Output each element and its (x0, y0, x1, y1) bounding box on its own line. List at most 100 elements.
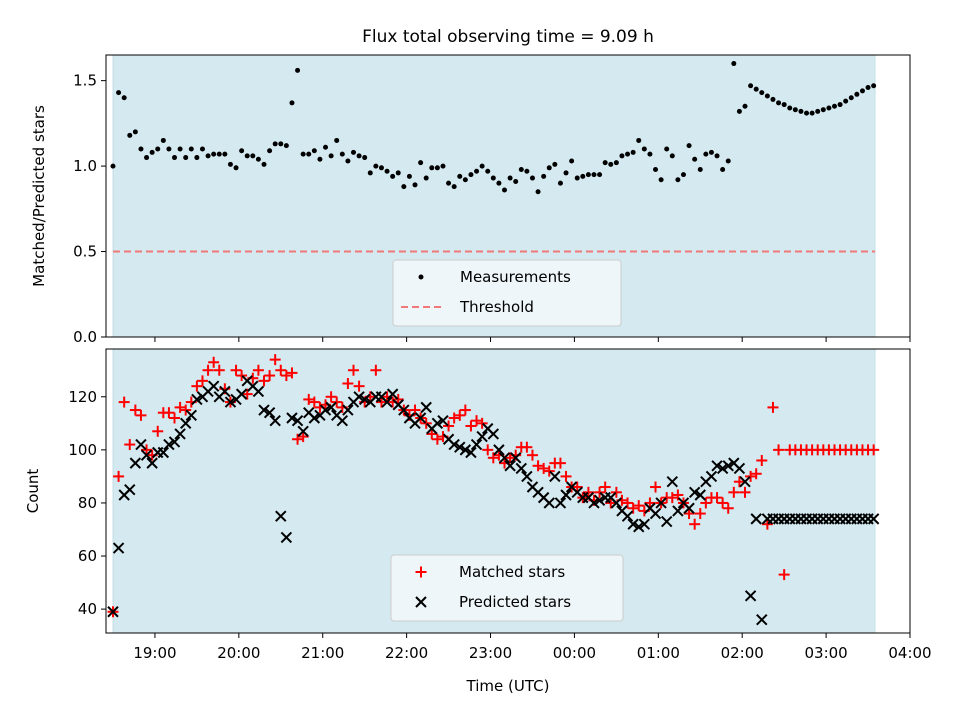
predicted-star-point-b (375, 391, 388, 403)
measurement-point (283, 143, 289, 149)
predicted-star-point-b (711, 460, 723, 472)
predicted-star-point-b (571, 486, 583, 499)
measurement-point (871, 83, 877, 89)
measurement-point (669, 153, 675, 159)
predicted-star-point (280, 531, 293, 544)
measurement-point (619, 153, 625, 159)
matched-star-point (633, 500, 645, 512)
legend-matched-plus (415, 566, 427, 578)
predicted-star-point-b (219, 385, 231, 398)
predicted-star-point-b (560, 489, 572, 501)
predicted-star-point-b (258, 404, 270, 416)
measurement-point (580, 173, 586, 179)
predicted-star-point-b (386, 388, 399, 400)
predicted-star-point (621, 510, 634, 522)
predicted-star-point-b (521, 470, 533, 483)
legend-matched-label: Matched stars (459, 563, 565, 581)
measurement-point (787, 105, 793, 111)
predicted-star-point-b (140, 449, 153, 461)
measurement-point (339, 151, 345, 157)
x-axis-label: Time (UTC) (466, 677, 550, 695)
measurement-point (647, 151, 653, 157)
matched-star-point (694, 508, 706, 520)
count-y-tick-label: 80 (78, 494, 97, 512)
matched-star-point (868, 444, 880, 456)
measurement-point (451, 184, 457, 190)
predicted-star-point (593, 494, 606, 506)
measurement-point (630, 149, 636, 155)
measurement-point (502, 187, 508, 193)
matched-star-point (196, 375, 208, 387)
matched-star-point (482, 444, 494, 456)
predicted-star-point (157, 446, 170, 459)
matched-star-point (208, 356, 220, 368)
ratio-y-tick-label: 0.0 (73, 328, 97, 346)
matched-star-point (773, 444, 785, 456)
measurement-point (468, 172, 474, 178)
predicted-star-point (107, 606, 119, 618)
predicted-star-point-b (465, 446, 477, 459)
predicted-star-point (129, 457, 142, 469)
measurement-point (563, 170, 569, 176)
predicted-star-point-b (185, 409, 198, 422)
predicted-star-point (459, 444, 472, 456)
measurement-point (569, 158, 575, 164)
predicted-star-point-b (112, 542, 125, 554)
time-x-tick-label: 23:00 (469, 644, 512, 662)
predicted-star-point-b (605, 491, 617, 504)
predicted-star-point (683, 502, 695, 514)
matched-star-point (711, 492, 723, 504)
measurement-point (490, 175, 496, 181)
measurement-point (613, 160, 619, 166)
matched-star-point (448, 412, 460, 424)
predicted-star-point-b (280, 531, 293, 544)
measurement-point (211, 151, 217, 157)
measurement-point (731, 61, 737, 67)
measurement-point (753, 86, 759, 92)
matched-star-point (135, 409, 147, 421)
count-y-axis-label: Count (24, 469, 42, 514)
measurement-point (127, 132, 133, 138)
predicted-star-point (694, 489, 706, 501)
matched-star-point (426, 428, 438, 440)
ratio-legend: Measurements Threshold (392, 259, 622, 327)
measurement-point (205, 153, 211, 159)
predicted-star-point (711, 460, 723, 472)
matched-star-point (303, 393, 315, 405)
predicted-star-point-b (649, 507, 662, 520)
measurement-point (843, 98, 849, 104)
predicted-star-point (465, 446, 477, 459)
predicted-star-point (554, 497, 567, 509)
measurement-point (183, 155, 189, 161)
measurement-point (815, 108, 821, 114)
time-x-tick-label: 22:00 (385, 644, 428, 662)
predicted-star-point (660, 515, 673, 528)
predicted-star-point-b (135, 438, 147, 451)
measurement-point (311, 148, 317, 154)
measurement-point (199, 146, 205, 152)
matched-star-point (560, 470, 572, 482)
predicted-star-point (487, 428, 500, 440)
measurement-point (418, 160, 424, 166)
predicted-star-point-b (398, 404, 410, 416)
matched-star-point (392, 393, 404, 405)
measurement-point (859, 88, 865, 94)
predicted-star-point (688, 486, 701, 499)
measurement-point (602, 160, 608, 166)
matched-star-point (543, 465, 555, 477)
measurement-point (233, 165, 239, 171)
matched-star-point (605, 497, 617, 509)
measurement-point (820, 107, 826, 113)
time-x-tick-label: 20:00 (217, 644, 260, 662)
measurement-point (116, 90, 122, 96)
predicted-star-point-b (666, 476, 679, 488)
predicted-star-point-b (554, 497, 567, 509)
predicted-star-point (493, 444, 505, 456)
predicted-star-point-b (291, 414, 304, 427)
matched-star-point (375, 396, 387, 408)
time-x-tick-label: 00:00 (553, 644, 596, 662)
predicted-star-point (219, 385, 231, 398)
count-y-tick-label: 120 (68, 388, 97, 406)
measurement-point (121, 95, 127, 101)
